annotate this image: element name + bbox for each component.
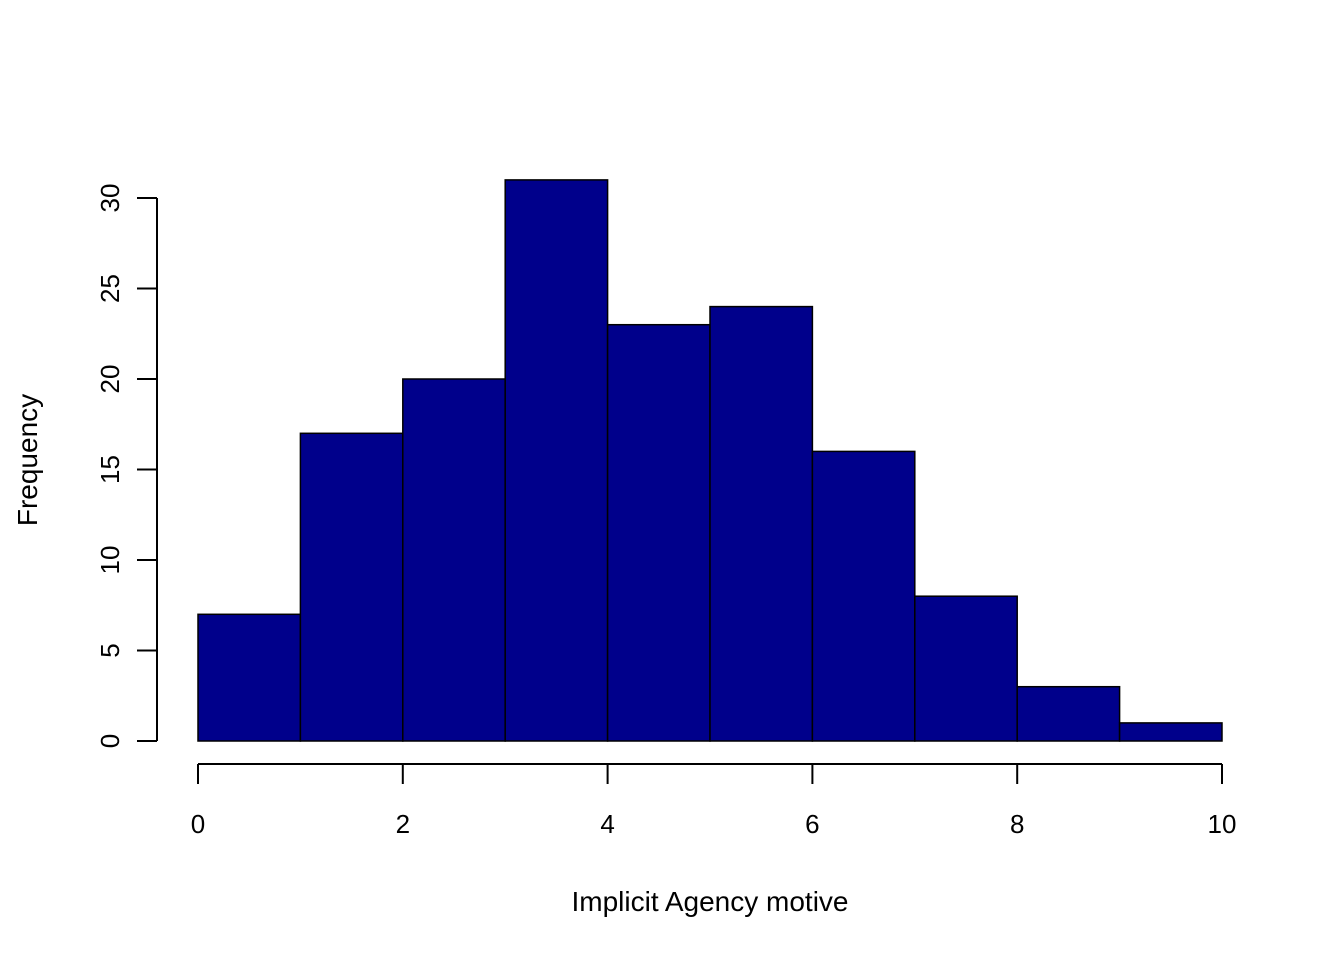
histogram-bar-6: [811, 450, 916, 742]
histogram-bar-5: [709, 305, 814, 742]
bars-group: [197, 179, 1223, 742]
histogram-bar-3: [504, 179, 609, 742]
histogram-bar-2: [402, 378, 506, 742]
x-tick-label-3: 6: [805, 809, 819, 839]
histogram-bar-9: [1118, 722, 1223, 742]
y-axis-title: Frequency: [12, 394, 43, 526]
histogram-bar-8: [1016, 685, 1121, 742]
y-tick-label-4: 20: [95, 365, 125, 394]
histogram-bar-7: [914, 595, 1018, 742]
x-tick-label-0: 0: [191, 809, 205, 839]
y-tick-label-5: 25: [95, 274, 125, 303]
y-tick-label-2: 10: [95, 546, 125, 575]
y-tick-label-6: 30: [95, 184, 125, 213]
x-tick-label-4: 8: [1010, 809, 1024, 839]
y-tick-label-1: 5: [95, 643, 125, 657]
histogram-bar-4: [606, 323, 711, 742]
y-tick-label-0: 0: [95, 734, 125, 748]
x-tick-label-5: 10: [1208, 809, 1237, 839]
y-tick-label-3: 15: [95, 455, 125, 484]
histogram-bar-0: [197, 613, 302, 742]
x-axis: 0 2 4 6 8 10: [191, 763, 1237, 839]
histogram-bar-1: [299, 432, 404, 742]
x-tick-label-2: 4: [600, 809, 614, 839]
x-axis-title: Implicit Agency motive: [572, 886, 849, 917]
y-axis: 0 5 10 15 20 25 30: [95, 184, 158, 748]
x-tick-label-1: 2: [396, 809, 410, 839]
